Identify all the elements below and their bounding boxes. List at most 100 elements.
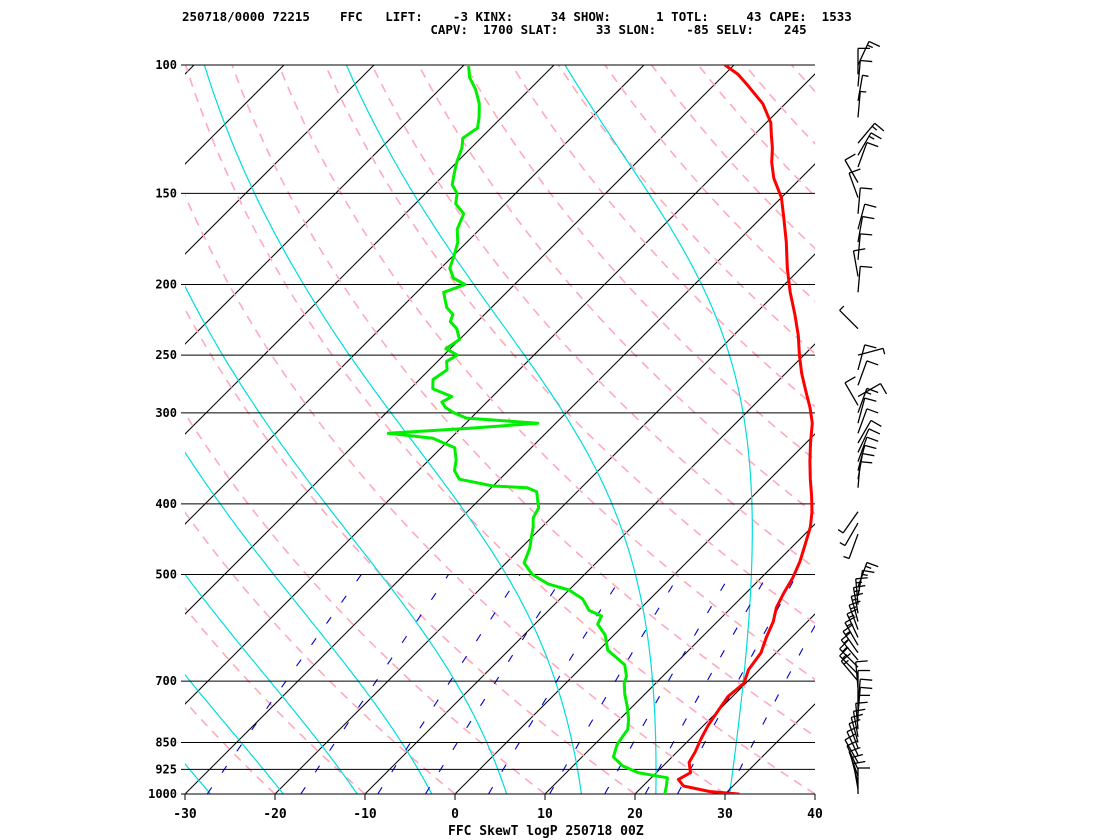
wind-barb: [857, 265, 873, 293]
moist-adiabat-line: [185, 284, 508, 794]
mixing-ratio-line: [300, 574, 450, 794]
moist-adiabat-line: [0, 65, 80, 809]
chart-title: FFC SkewT logP 250718 00Z: [448, 824, 644, 839]
wind-barb-staff: [857, 397, 866, 424]
wind-barb: [857, 215, 875, 243]
pressure-tick-label: 700: [155, 674, 177, 688]
wind-barbs: [837, 40, 888, 794]
mixing-ratio-line: [488, 574, 624, 794]
moist-adiabat-line: [185, 673, 285, 794]
wind-barb: [857, 767, 870, 794]
wind-barb: [857, 141, 879, 168]
wind-barb-staff: [848, 172, 859, 198]
dewpoint-line: [386, 65, 669, 794]
wind-barb-feather: [862, 452, 875, 457]
dry-adiabat-line: [931, 65, 1120, 794]
dry-adiabat-line: [417, 65, 815, 515]
isotherm-line: [634, 613, 815, 794]
wind-barb-staff: [848, 723, 859, 749]
pressure-tick-label: 500: [155, 568, 177, 582]
dry-adiabat-line: [885, 65, 1120, 794]
wind-barb-staff: [857, 420, 872, 444]
wind-barb-half-feather: [850, 606, 857, 610]
temperature-axis: -30 -20 -10 0 10 20 30 40: [173, 794, 823, 822]
header-line-1: 250718/0000 72215 FFC LIFT: -3 KINX: 34 …: [182, 9, 852, 24]
wind-barb: [857, 203, 877, 230]
wind-barb-staff: [839, 655, 859, 675]
wind-barb: [848, 168, 861, 198]
wind-barb-staff: [857, 187, 861, 214]
mixing-ratio-line: [726, 624, 815, 794]
wind-barb: [857, 428, 881, 453]
dry-adiabat-line: [557, 65, 815, 355]
dry-adiabat-line: [1025, 65, 1120, 794]
wind-barb: [857, 132, 882, 156]
header-line-2: CAPV: 1700 SLAT: 33 SLON: -85 SELV: 245: [182, 22, 807, 37]
dry-adiabat-line: [185, 700, 276, 794]
wind-barb-half-feather: [843, 555, 850, 560]
wind-barb-half-feather: [845, 630, 851, 636]
wind-barb-staff: [852, 711, 859, 738]
wind-barb-staff: [857, 428, 870, 453]
wind-barb-feather: [853, 708, 866, 712]
wind-barb: [857, 187, 873, 214]
wind-barb-feather: [874, 122, 885, 132]
header-indices: 250718/0000 72215 FFC LIFT: -3 KINX: 34 …: [0, 0, 1120, 40]
wind-barb-staff: [857, 266, 861, 293]
isobars: [181, 64, 815, 795]
wind-barb-feather: [860, 59, 873, 63]
dry-adiabat-line: [790, 65, 815, 93]
isotherm-line: [185, 65, 735, 615]
temperature-tick-label: 10: [537, 807, 553, 822]
isotherms: [185, 65, 815, 794]
dry-adiabat-line: [650, 65, 815, 250]
wind-barb: [857, 436, 879, 462]
wind-barb: [844, 376, 859, 406]
wind-barb: [857, 561, 879, 588]
mixing-ratio-line: [549, 574, 680, 794]
wind-barb: [857, 686, 873, 714]
pressure-tick-label: 400: [155, 497, 177, 511]
dry-adiabat-line: [277, 65, 815, 681]
temperature-tick-label: -30: [173, 807, 197, 822]
wind-barb-staff: [850, 596, 859, 622]
wind-barb-half-feather: [865, 565, 872, 569]
mixing-ratio-line: [206, 574, 362, 794]
wind-barb-feather: [866, 561, 879, 568]
wind-barb-staff: [857, 570, 864, 597]
wind-barb-feather: [839, 639, 849, 650]
wind-barb: [840, 631, 859, 661]
wind-barb: [857, 397, 877, 424]
wind-barb: [857, 408, 879, 434]
wind-barb-staff: [842, 631, 859, 654]
temperature-line: [676, 65, 814, 794]
wind-barb: [839, 522, 859, 547]
wind-barb-staff: [857, 408, 868, 434]
wind-barb-half-feather: [841, 646, 848, 653]
wind-barb-staff: [846, 613, 859, 638]
wind-barb-feather: [860, 678, 873, 681]
wind-barb-feather: [860, 686, 873, 690]
isotherm-line: [185, 163, 815, 794]
wind-barb: [857, 383, 888, 398]
wind-barb-half-feather: [839, 305, 845, 311]
moist-adiabat-line: [203, 65, 583, 794]
temperature-tick-label: -10: [353, 807, 377, 822]
temperature-tick-label: 20: [627, 807, 643, 822]
wind-barb-staff: [857, 687, 861, 714]
moist-adiabat-line: [185, 451, 433, 794]
isotherm-line: [814, 793, 815, 794]
wind-barb: [857, 419, 882, 444]
wind-barb-half-feather: [843, 638, 849, 644]
wind-barb: [857, 47, 870, 75]
wind-barb: [839, 639, 859, 668]
wind-barb-half-feather: [868, 135, 875, 140]
dry-adiabat-line: [978, 65, 1120, 794]
wind-barb: [857, 122, 885, 144]
isotherm-line: [454, 433, 815, 794]
wind-barb-staff: [852, 250, 859, 277]
dry-adiabat-line: [511, 65, 815, 408]
wind-barb: [839, 305, 859, 330]
isotherm-line: [274, 253, 815, 794]
